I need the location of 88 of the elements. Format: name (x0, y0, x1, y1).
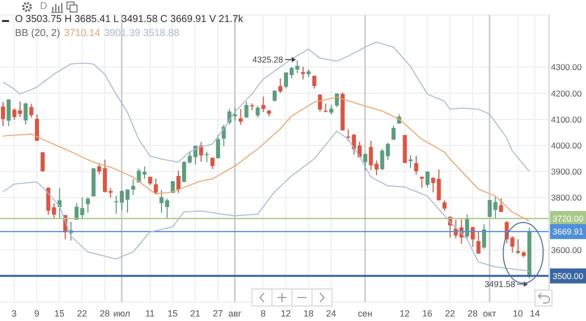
line-series (2, 42, 530, 172)
candlestick (261, 96, 266, 113)
candlestick (346, 128, 350, 142)
annotation: O 3503.75 H 3685.41 L 3491.58 C 3669.91 V 21.7k (15, 14, 244, 25)
candlestick (170, 180, 175, 194)
annotation: 3491.58 (484, 279, 516, 290)
candlestick (176, 170, 180, 194)
y-tick-label: 4300.00 (551, 62, 582, 72)
candlestick (216, 134, 220, 159)
candlestick (182, 160, 186, 182)
candlestick (386, 142, 390, 161)
y-tick-label: 4200.00 (551, 88, 582, 98)
x-tick-label: 10 (512, 308, 523, 318)
candlestick (318, 94, 322, 112)
candlestick (392, 125, 396, 140)
candlestick (278, 78, 282, 94)
line-series (2, 130, 530, 272)
annotation: 3901.39 3518.88 (104, 28, 180, 39)
y-tick-label: 3800.00 (551, 192, 582, 203)
candlestick (6, 98, 11, 127)
candlestick (414, 155, 418, 176)
y-tick-label: 4000.00 (551, 140, 582, 150)
candlestick (256, 105, 260, 118)
y-tick-label: 3900.00 (551, 166, 582, 177)
y-tick-label: 3600.00 (551, 244, 582, 255)
candlestick (24, 102, 28, 126)
x-tick-label: 3 (12, 308, 17, 318)
candlestick (1, 102, 5, 127)
annotation: 3710.14 (64, 28, 100, 39)
candlestick (476, 230, 480, 254)
x-tick-label: сен (358, 308, 372, 318)
annotation: 4325.28 (252, 54, 284, 65)
x-tick-label: июл (113, 308, 130, 318)
x-tick-label: 18 (303, 308, 314, 318)
x-tick-label: 8 (260, 308, 266, 318)
x-tick-label: 12 (280, 308, 291, 318)
candlestick (97, 164, 102, 175)
x-tick-label: авг (228, 308, 242, 318)
x-tick-label: 11 (145, 308, 155, 318)
x-tick-label: 27 (212, 308, 223, 318)
x-tick-label: 12 (400, 308, 410, 318)
text: D (40, 1, 48, 12)
candlestick (363, 152, 368, 172)
candlestick (204, 151, 209, 163)
candlestick (482, 224, 486, 250)
candlestick (131, 178, 136, 196)
candlestick (312, 75, 316, 90)
x-tick-label: окт (482, 308, 496, 318)
x-tick-label: 16 (422, 308, 432, 318)
candlestick (380, 148, 384, 170)
candlestick (408, 154, 413, 168)
candlestick (300, 66, 305, 80)
ref-line-label: 3720.00 (552, 214, 584, 224)
y-tick-label: 4100.00 (551, 114, 582, 124)
candlestick (516, 238, 520, 254)
candlestick (199, 142, 204, 162)
candlestick (425, 170, 430, 188)
x-tick-label: 28 (100, 308, 110, 318)
candlestick (40, 152, 45, 172)
x-tick-label: 15 (168, 308, 178, 318)
candlestick (499, 198, 504, 212)
candlestick (244, 101, 248, 118)
candlestick (210, 157, 214, 170)
x-tick-label: 21 (190, 308, 200, 318)
candlestick (29, 103, 34, 118)
candlestick (324, 103, 328, 113)
x-tick-label: 28 (468, 308, 478, 318)
candlestick (465, 214, 470, 240)
candlestick (510, 236, 514, 254)
candlestick (493, 195, 498, 218)
candlestick (295, 60, 300, 74)
annotation: BB (20, 2) (15, 28, 60, 39)
ref-line-label: 3500.00 (552, 270, 584, 281)
candlestick (86, 196, 90, 214)
candlestick (436, 168, 441, 202)
x-tick-label: 22 (77, 308, 88, 318)
x-tick-label: 24 (326, 308, 336, 318)
x-tick-label: 22 (444, 308, 455, 318)
candlestick (329, 104, 334, 115)
candlestick (488, 199, 492, 218)
candlestick (431, 177, 436, 193)
candlestick (114, 195, 118, 214)
x-tick-label: 14 (530, 308, 540, 318)
ref-line-label: 3669.91 (552, 226, 584, 237)
x-tick-label: 15 (54, 308, 64, 318)
candlestick (442, 200, 446, 212)
candlestick (154, 178, 158, 196)
x-tick-label: 9 (34, 308, 40, 318)
